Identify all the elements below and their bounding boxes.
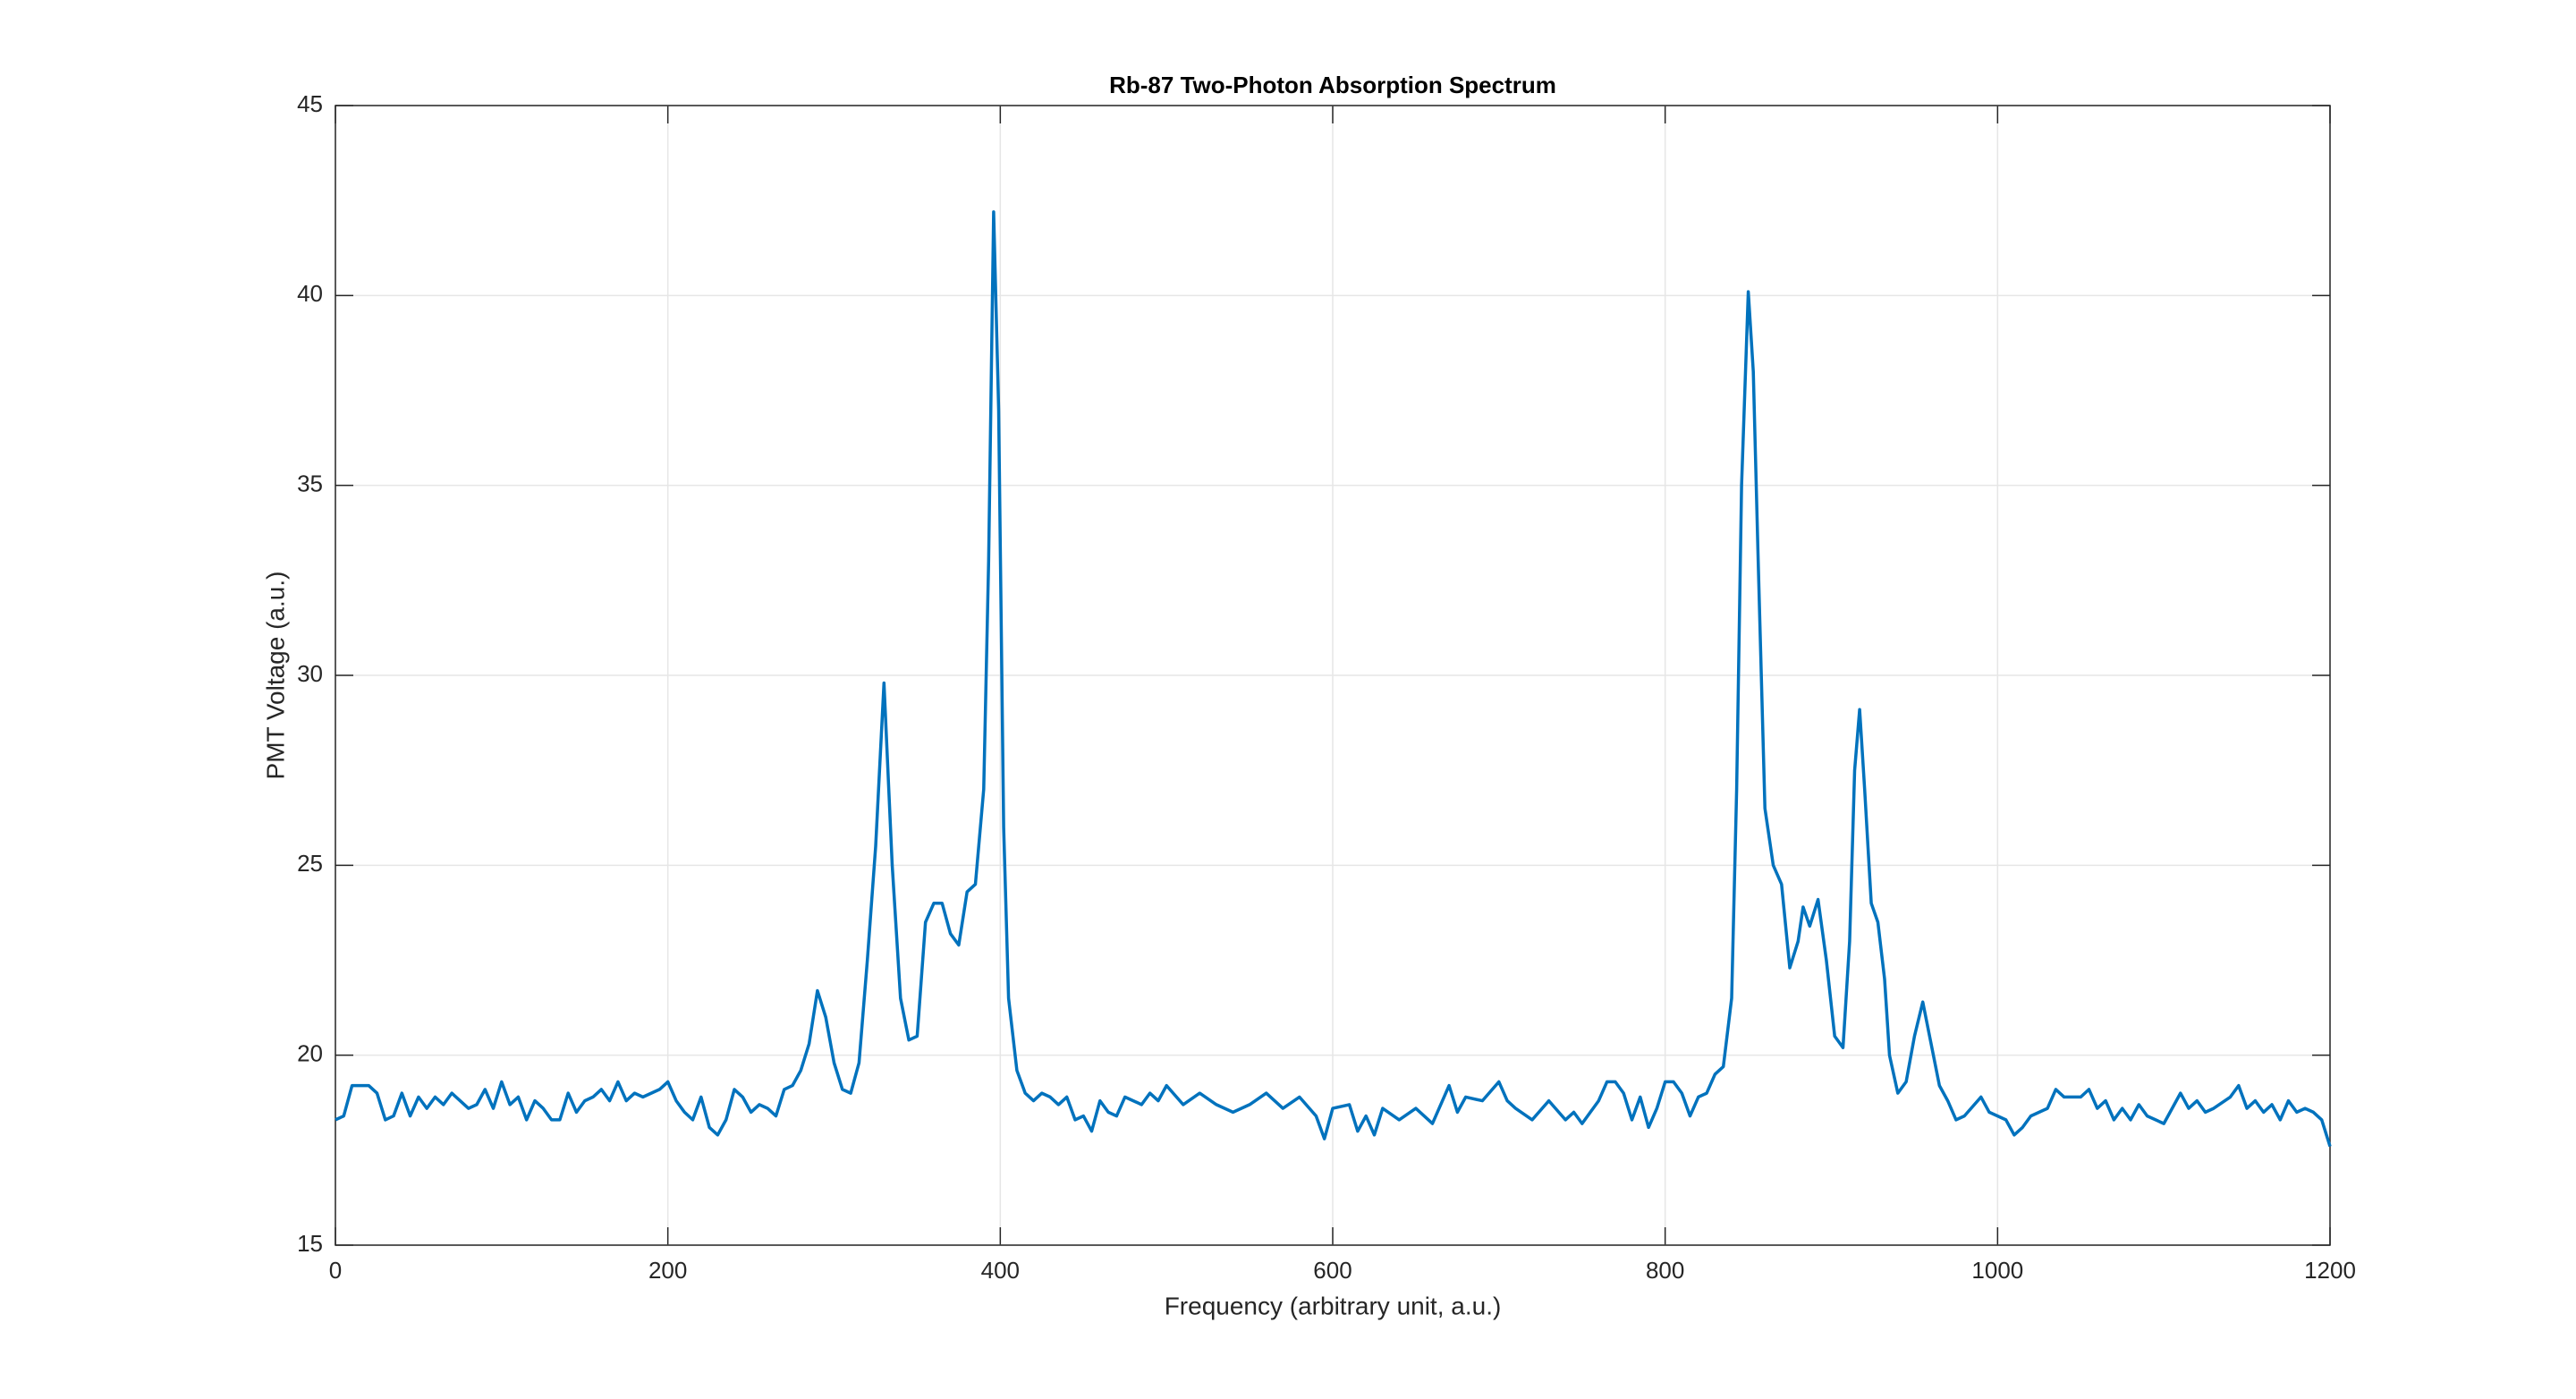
x-axis-label: Frequency (arbitrary unit, a.u.) bbox=[1165, 1292, 1502, 1319]
data-line bbox=[335, 210, 2332, 1148]
y-axis-label: PMT Voltage (a.u.) bbox=[261, 572, 289, 780]
x-tick-label: 600 bbox=[1313, 1257, 1352, 1284]
y-tick-label: 20 bbox=[297, 1040, 323, 1067]
x-tick-label: 1200 bbox=[2304, 1257, 2356, 1284]
x-tick-label: 400 bbox=[981, 1257, 1020, 1284]
y-tick-label: 45 bbox=[297, 90, 323, 117]
y-tick-label: 30 bbox=[297, 660, 323, 687]
x-tick-label: 0 bbox=[329, 1257, 342, 1284]
y-tick-label: 25 bbox=[297, 850, 323, 877]
plot-frame bbox=[335, 105, 2331, 1246]
y-tick-label: 15 bbox=[297, 1230, 323, 1257]
y-tick-label: 40 bbox=[297, 280, 323, 307]
y-tick-label: 35 bbox=[297, 471, 323, 497]
x-tick-label: 1000 bbox=[1971, 1257, 2023, 1284]
x-tick-label: 800 bbox=[1646, 1257, 1684, 1284]
x-tick-label: 200 bbox=[648, 1257, 687, 1284]
chart-title: Rb-87 Two-Photon Absorption Spectrum bbox=[1109, 72, 1556, 98]
